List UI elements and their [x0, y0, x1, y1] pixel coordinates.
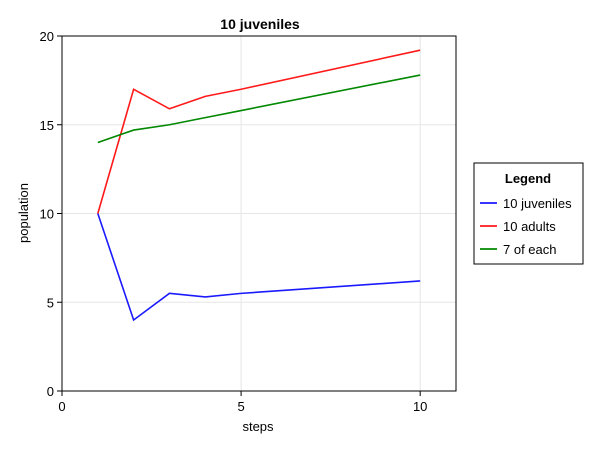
legend-box [473, 162, 584, 265]
y-tick-label: 0 [47, 384, 54, 399]
y-tick-label: 20 [40, 29, 54, 44]
axis-ticks: 0 5 10 0 5 10 15 20 [40, 29, 428, 414]
legend-label-1: 10 juveniles [503, 196, 572, 211]
y-axis-label: population [16, 183, 31, 243]
series-line-1 [97, 213, 421, 322]
chart-title: 10 juveniles [220, 16, 300, 32]
series-line-2 [97, 49, 421, 214]
x-tick-label: 0 [58, 399, 65, 414]
x-tick-label: 10 [413, 399, 427, 414]
x-tick-label: 5 [237, 399, 244, 414]
series-lines [97, 49, 421, 322]
legend: Legend 10 juveniles 10 adults 7 of each [473, 162, 584, 265]
y-tick-label: 5 [47, 295, 54, 310]
y-tick-label: 15 [40, 118, 54, 133]
series-line-3 [97, 74, 421, 144]
legend-title: Legend [505, 171, 551, 186]
legend-label-2: 10 adults [503, 219, 556, 234]
legend-label-3: 7 of each [503, 242, 557, 257]
y-tick-label: 10 [40, 207, 54, 222]
grid-lines [61, 35, 456, 392]
x-axis-label: steps [242, 419, 274, 434]
